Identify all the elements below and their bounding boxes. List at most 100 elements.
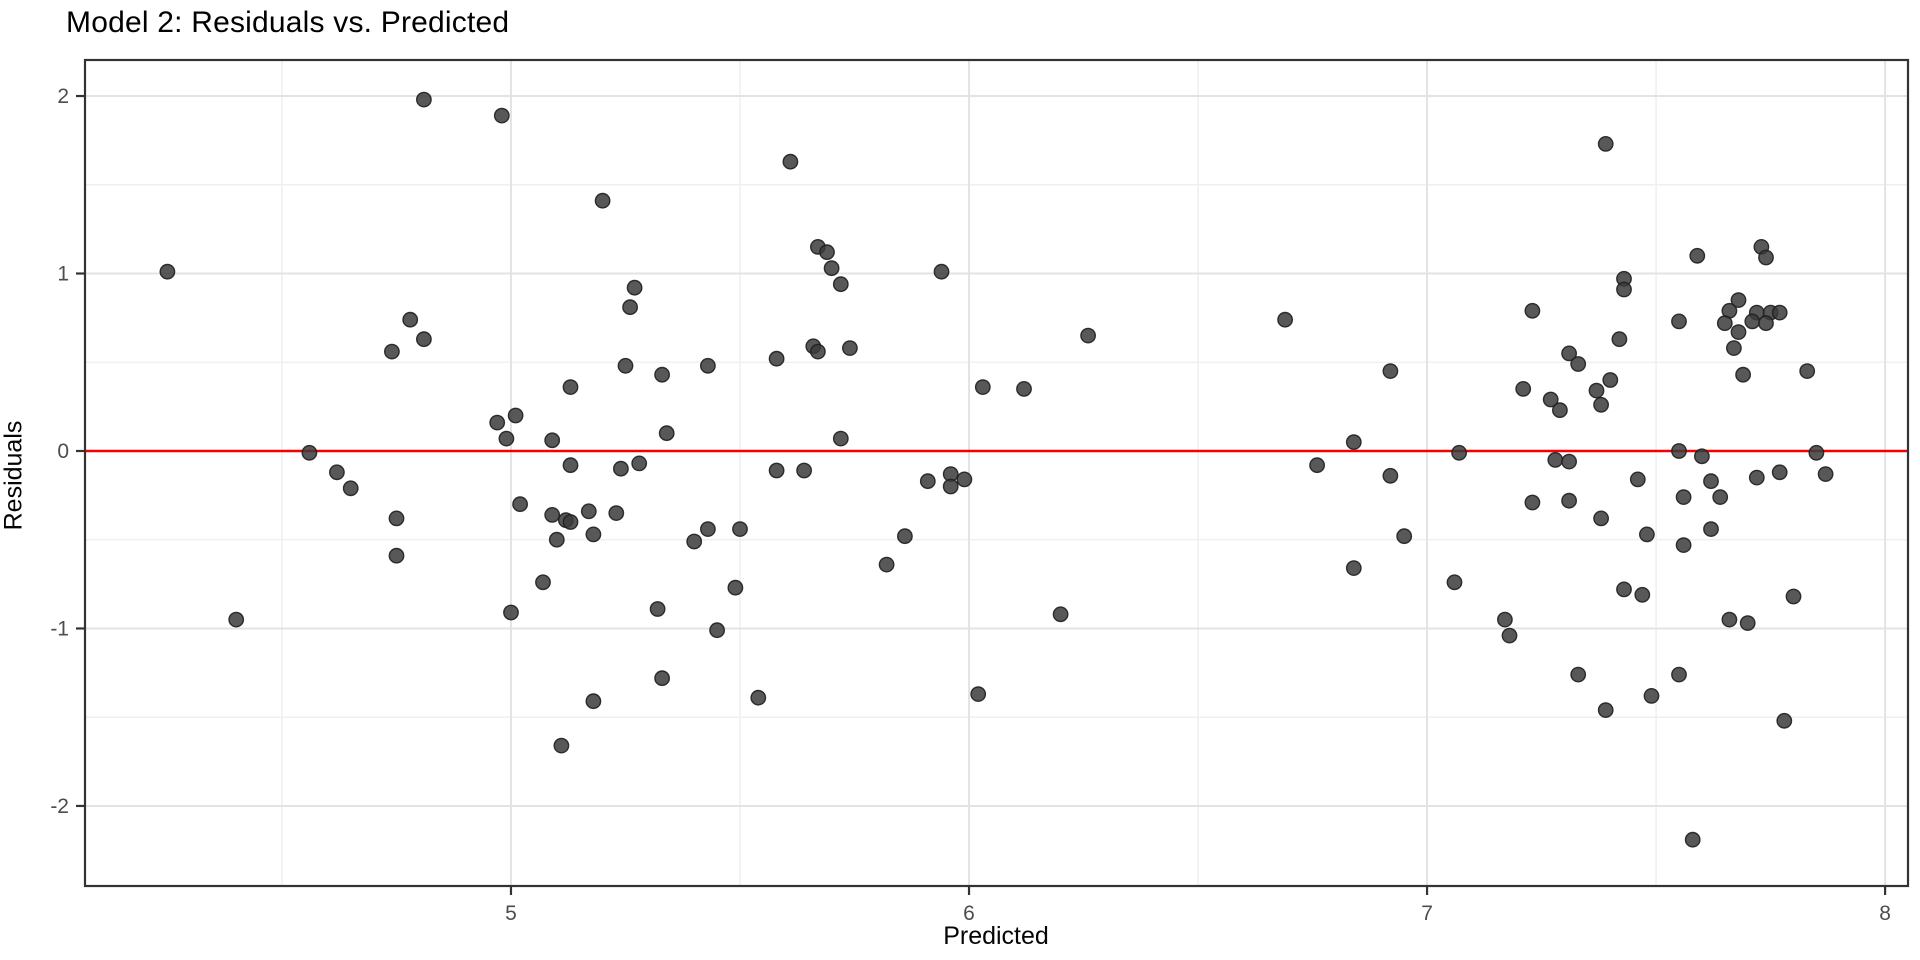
data-point bbox=[686, 533, 703, 550]
chart-title: Model 2: Residuals vs. Predicted bbox=[66, 6, 510, 39]
data-point bbox=[415, 91, 432, 108]
data-point bbox=[700, 521, 716, 537]
data-point bbox=[842, 340, 858, 356]
data-point bbox=[548, 531, 565, 548]
data-point bbox=[819, 244, 835, 261]
y-tick-label: 1 bbox=[57, 263, 69, 286]
data-point bbox=[1771, 464, 1788, 481]
data-point bbox=[796, 462, 812, 479]
data-point bbox=[1671, 666, 1687, 683]
data-point bbox=[1597, 702, 1614, 718]
data-point bbox=[1561, 453, 1578, 470]
data-point bbox=[544, 507, 561, 523]
data-point bbox=[613, 460, 629, 477]
data-point bbox=[919, 473, 936, 490]
data-point bbox=[832, 430, 849, 447]
data-point bbox=[1671, 313, 1687, 330]
data-point bbox=[832, 276, 849, 293]
data-point bbox=[649, 601, 666, 617]
data-point bbox=[580, 503, 597, 520]
data-point bbox=[810, 343, 826, 360]
x-tick-label: 5 bbox=[505, 902, 517, 925]
data-point bbox=[654, 366, 670, 383]
data-point bbox=[626, 279, 643, 296]
y-axis-title: Residuals bbox=[0, 420, 28, 531]
data-point bbox=[1616, 581, 1632, 598]
data-point bbox=[1602, 372, 1619, 388]
data-point bbox=[608, 505, 625, 521]
data-point bbox=[1726, 340, 1742, 356]
data-point bbox=[709, 622, 725, 639]
data-point bbox=[658, 425, 675, 442]
data-point bbox=[1570, 666, 1587, 683]
data-point bbox=[1501, 627, 1518, 644]
data-point bbox=[1593, 396, 1610, 413]
data-point bbox=[1785, 588, 1802, 605]
data-point bbox=[1382, 363, 1399, 379]
data-point bbox=[897, 528, 913, 545]
data-point bbox=[1634, 586, 1651, 603]
data-point bbox=[1758, 249, 1774, 266]
data-point bbox=[823, 260, 840, 277]
data-point bbox=[1771, 304, 1788, 321]
data-point bbox=[1808, 444, 1825, 461]
data-point bbox=[956, 471, 973, 488]
data-point bbox=[301, 444, 318, 461]
data-point bbox=[1712, 489, 1729, 505]
data-point bbox=[1309, 457, 1326, 474]
data-point bbox=[342, 480, 359, 497]
data-point bbox=[1016, 380, 1032, 397]
panel-background bbox=[85, 60, 1908, 886]
data-point bbox=[1552, 402, 1568, 419]
data-point bbox=[1446, 574, 1463, 591]
data-point bbox=[1611, 331, 1628, 348]
data-point bbox=[383, 343, 400, 360]
data-point bbox=[1561, 492, 1578, 509]
data-point bbox=[1515, 380, 1532, 397]
panel-border bbox=[83, 58, 1910, 888]
data-point bbox=[970, 686, 987, 702]
data-point bbox=[562, 514, 579, 530]
y-tick-label: 0 bbox=[57, 440, 69, 463]
data-point bbox=[159, 263, 176, 280]
data-point bbox=[1052, 606, 1069, 623]
data-point bbox=[1345, 560, 1362, 576]
data-point bbox=[1689, 247, 1706, 264]
data-point bbox=[732, 521, 748, 537]
data-point bbox=[1616, 281, 1632, 298]
data-point bbox=[489, 414, 506, 431]
data-point bbox=[544, 432, 561, 449]
data-point bbox=[1735, 366, 1752, 383]
data-point bbox=[727, 579, 744, 596]
data-point bbox=[1547, 451, 1564, 468]
data-point bbox=[1730, 292, 1747, 308]
data-point bbox=[493, 107, 510, 124]
data-point bbox=[1758, 315, 1774, 332]
data-point bbox=[1739, 615, 1756, 631]
data-point bbox=[1382, 467, 1399, 484]
data-point bbox=[553, 737, 570, 754]
data-point bbox=[1675, 489, 1692, 505]
x-tick-label: 8 bbox=[1879, 902, 1891, 925]
data-point bbox=[562, 457, 579, 474]
data-point bbox=[1629, 471, 1646, 488]
data-point bbox=[503, 604, 519, 621]
data-point bbox=[933, 263, 950, 280]
x-tick-label: 6 bbox=[963, 902, 975, 925]
y-tick-label: -2 bbox=[50, 795, 69, 818]
data-point bbox=[1593, 510, 1610, 527]
data-point bbox=[1694, 448, 1710, 465]
data-point bbox=[1524, 494, 1541, 511]
data-point bbox=[594, 192, 611, 209]
data-point bbox=[328, 464, 345, 481]
data-point bbox=[1721, 611, 1738, 628]
data-point bbox=[622, 299, 638, 316]
data-point bbox=[782, 153, 799, 170]
data-point bbox=[1817, 466, 1834, 482]
x-tick-label: 7 bbox=[1421, 902, 1433, 925]
data-point bbox=[585, 693, 602, 710]
data-point bbox=[1570, 356, 1587, 372]
data-point bbox=[415, 331, 432, 348]
